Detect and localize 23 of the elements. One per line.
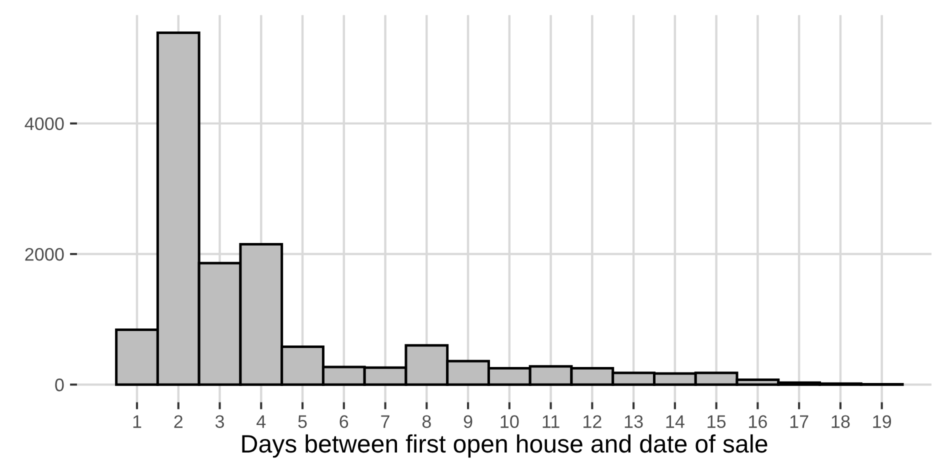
x-tick-label: 12 [584, 415, 602, 428]
x-tick-label: 6 [340, 415, 348, 428]
x-tick-label: 7 [381, 415, 390, 428]
y-tick-label: 4000 [24, 117, 64, 130]
x-tick-label: 3 [215, 415, 224, 428]
x-tick-label: 4 [256, 415, 266, 428]
y-tick-label: 2000 [25, 248, 64, 261]
x-tick-label: 16 [749, 415, 767, 428]
x-tick-label: 5 [298, 415, 307, 428]
x-tick-label: 17 [790, 415, 808, 428]
x-tick-label: 10 [500, 415, 519, 428]
x-tick-label: 15 [708, 415, 726, 428]
x-tick-label: 2 [174, 415, 182, 428]
x-tick-label: 11 [542, 415, 560, 428]
x-tick-label: 9 [464, 415, 472, 428]
x-tick-label: 19 [873, 415, 892, 428]
x-axis-title: Days between first open house and date of sale [242, 434, 768, 458]
x-tick-label: 18 [832, 415, 850, 428]
x-tick-label: 8 [422, 415, 431, 428]
x-tick-label: 14 [666, 415, 684, 428]
x-tick-label: 13 [624, 415, 643, 428]
x-tick-label: 1 [133, 415, 142, 428]
y-tick-label: 0 [55, 378, 64, 392]
